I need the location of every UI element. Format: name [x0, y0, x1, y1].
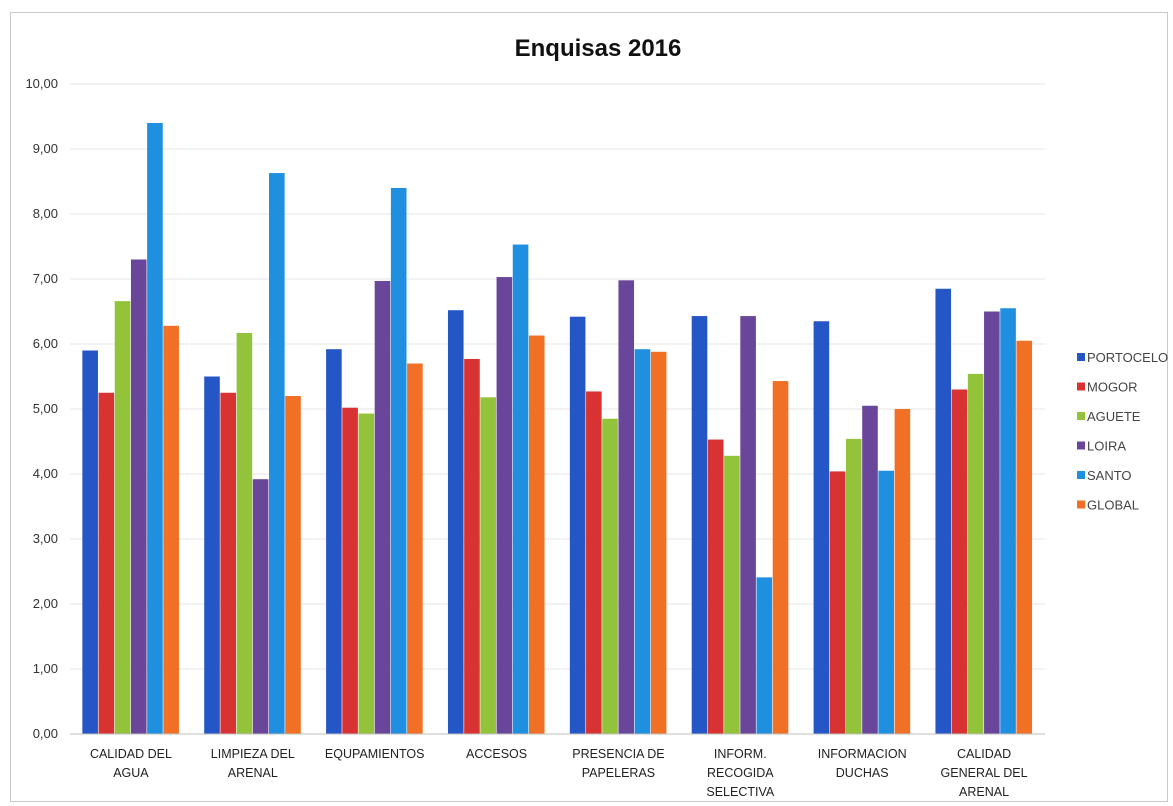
bar-mogor-3 — [342, 407, 358, 734]
legend: PORTOCELO MOGOR AGUETE LOIRA SANTO GLOBAL — [1077, 350, 1168, 513]
x-category-label: INFORM. RECOGIDA SELECTIVA — [706, 747, 775, 799]
chart-title: Enquisas 2016 — [515, 35, 682, 62]
bar-portocelo-5 — [569, 316, 586, 734]
bar-loira-2 — [252, 479, 269, 734]
bar-global-3 — [407, 363, 423, 734]
bar-mogor-5 — [586, 391, 602, 734]
x-category-label: CALIDAD GENERAL DEL ARENAL — [941, 747, 1028, 799]
bar-aguete-3 — [358, 413, 375, 734]
bar-mogor-1 — [98, 392, 115, 734]
bar-loira-1 — [130, 259, 147, 734]
bar-portocelo-1 — [82, 350, 98, 734]
bar-santo-2 — [269, 173, 285, 735]
bar-loira-5 — [618, 280, 635, 734]
bar-portocelo-6 — [691, 316, 708, 734]
legend-label-portocelo: PORTOCELO — [1087, 350, 1168, 365]
bar-global-4 — [528, 335, 545, 734]
legend-label-mogor: MOGOR — [1087, 380, 1138, 395]
legend-swatch-santo — [1077, 471, 1085, 479]
bar-aguete-7 — [845, 438, 862, 734]
legend-label-aguete: AGUETE — [1087, 409, 1141, 424]
bar-aguete-5 — [602, 418, 618, 734]
bar-portocelo-7 — [813, 321, 830, 734]
bar-aguete-4 — [480, 397, 496, 734]
bar-mogor-7 — [829, 471, 846, 734]
bar-portocelo-4 — [447, 310, 464, 734]
y-tick-label: 8,00 — [33, 206, 58, 221]
bar-portocelo-2 — [204, 376, 220, 734]
bar-global-8 — [1016, 340, 1033, 734]
y-tick-label: 0,00 — [33, 726, 58, 741]
bar-santo-6 — [756, 577, 773, 734]
x-category-label: PRESENCIA DE PAPELERAS — [572, 747, 664, 780]
bar-santo-3 — [390, 188, 407, 734]
legend-swatch-aguete — [1077, 412, 1085, 420]
legend-label-global: GLOBAL — [1087, 498, 1139, 513]
y-tick-label: 2,00 — [33, 596, 58, 611]
bar-loira-8 — [984, 311, 1000, 734]
bar-loira-6 — [740, 316, 756, 734]
y-tick-label: 6,00 — [33, 336, 58, 351]
bar-aguete-8 — [967, 373, 984, 734]
bar-global-7 — [894, 409, 911, 734]
legend-swatch-loira — [1077, 441, 1085, 450]
bar-global-1 — [163, 325, 179, 734]
bar-aguete-1 — [114, 301, 131, 734]
bars — [82, 123, 1033, 735]
bar-mogor-8 — [951, 389, 968, 734]
bar-aguete-2 — [236, 332, 253, 734]
bar-loira-4 — [496, 277, 513, 734]
bar-global-2 — [285, 396, 301, 734]
bar-santo-1 — [147, 123, 163, 734]
bar-santo-8 — [1000, 308, 1016, 734]
bar-loira-7 — [862, 405, 878, 734]
y-tick-label: 4,00 — [33, 466, 58, 481]
legend-swatch-mogor — [1077, 382, 1085, 391]
y-tick-label: 10,00 — [25, 76, 58, 91]
bar-santo-7 — [878, 470, 894, 734]
bar-portocelo-8 — [935, 288, 952, 734]
bar-santo-5 — [634, 349, 651, 734]
bar-santo-4 — [512, 244, 529, 735]
legend-swatch-global — [1077, 500, 1085, 509]
y-axis-ticks: 0,00 1,00 2,00 3,00 4,00 5,00 6,00 7,00 8,00 9,00… — [25, 76, 58, 741]
y-tick-label: 9,00 — [33, 141, 58, 156]
x-category-label: INFORMACION DUCHAS — [818, 747, 907, 780]
bar-mogor-6 — [707, 439, 724, 734]
x-category-label: LIMPIEZA DEL ARENAL — [211, 747, 295, 780]
bar-mogor-4 — [464, 358, 480, 734]
legend-label-loira: LOIRA — [1087, 439, 1126, 454]
bar-loira-3 — [374, 280, 391, 734]
legend-label-santo: SANTO — [1087, 468, 1132, 483]
bar-aguete-6 — [724, 455, 740, 734]
y-tick-label: 1,00 — [33, 661, 58, 676]
y-tick-label: 3,00 — [33, 531, 58, 546]
bar-mogor-2 — [220, 392, 237, 734]
x-category-label: ACCESOS — [466, 747, 527, 761]
y-tick-label: 7,00 — [33, 271, 58, 286]
bar-portocelo-3 — [326, 349, 342, 734]
x-category-label: CALIDAD DEL AGUA — [90, 747, 172, 780]
y-tick-label: 5,00 — [33, 401, 58, 416]
bar-global-5 — [650, 351, 667, 734]
x-axis-categories: CALIDAD DEL AGUA LIMPIEZA DEL ARENAL EQUPAMI… — [90, 747, 1028, 799]
x-category-label: EQUPAMIENTOS — [325, 747, 425, 761]
bar-global-6 — [772, 381, 789, 734]
legend-swatch-portocelo — [1077, 353, 1085, 361]
